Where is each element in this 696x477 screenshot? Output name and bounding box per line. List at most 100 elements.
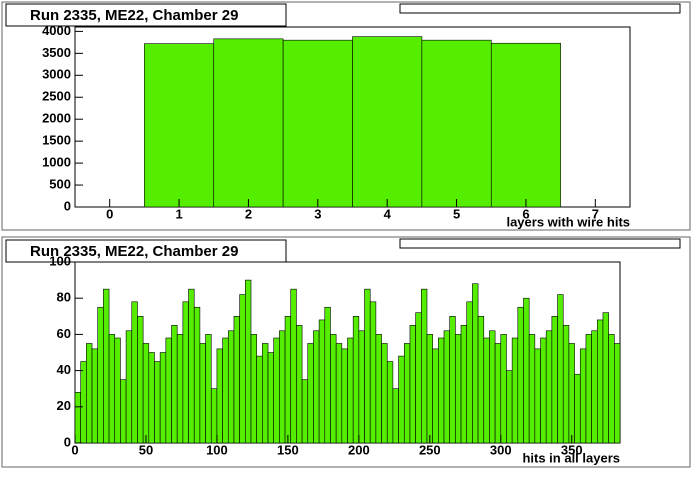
bar bbox=[125, 330, 133, 444]
bar bbox=[227, 330, 235, 444]
bar bbox=[466, 301, 473, 444]
bar bbox=[511, 337, 519, 444]
bar bbox=[364, 288, 371, 444]
bar bbox=[443, 330, 450, 444]
bar bbox=[557, 294, 564, 444]
x-axis-label: layers with wire hits bbox=[506, 214, 630, 229]
chart-title: Run 2335, ME22, Chamber 29 bbox=[30, 7, 238, 24]
bar bbox=[568, 343, 575, 444]
y-tick-label: 4000 bbox=[42, 23, 71, 38]
y-tick-label: 1500 bbox=[42, 133, 71, 148]
bar bbox=[545, 330, 553, 444]
bar bbox=[352, 315, 360, 444]
y-tick-label: 60 bbox=[57, 326, 71, 341]
bar bbox=[596, 319, 604, 444]
bar bbox=[432, 348, 439, 444]
bar bbox=[602, 312, 609, 444]
y-tick-label: 2000 bbox=[42, 111, 71, 126]
bar bbox=[176, 334, 184, 444]
bar bbox=[614, 343, 621, 444]
y-tick-label: 500 bbox=[49, 176, 71, 191]
bar bbox=[426, 334, 433, 444]
y-tick-label: 20 bbox=[57, 398, 71, 413]
bar bbox=[591, 330, 598, 444]
bar bbox=[483, 337, 490, 444]
bar bbox=[313, 330, 320, 444]
bar bbox=[159, 352, 167, 444]
bar bbox=[506, 370, 513, 444]
bar bbox=[562, 325, 570, 444]
bar bbox=[608, 334, 615, 444]
x-tick-label: 6 bbox=[522, 206, 529, 221]
bar bbox=[245, 279, 252, 444]
y-tick-label: 40 bbox=[57, 362, 71, 377]
bar bbox=[154, 361, 161, 444]
x-tick-label: 2 bbox=[245, 206, 252, 221]
bar bbox=[517, 306, 524, 444]
bar bbox=[282, 39, 353, 208]
bar bbox=[108, 334, 116, 444]
bar bbox=[375, 334, 382, 444]
bar bbox=[131, 301, 138, 444]
title-box bbox=[5, 239, 287, 263]
bar bbox=[262, 343, 269, 444]
bar bbox=[421, 39, 492, 208]
bar bbox=[80, 361, 87, 444]
y-tick-label: 100 bbox=[49, 253, 71, 268]
bar bbox=[171, 325, 178, 444]
y-tick-label: 2500 bbox=[42, 89, 71, 104]
chart-title: Run 2335, ME22, Chamber 29 bbox=[30, 243, 238, 260]
bar bbox=[455, 334, 462, 444]
bar bbox=[392, 388, 399, 444]
bar bbox=[307, 343, 314, 444]
bar bbox=[114, 337, 121, 444]
bar bbox=[335, 343, 343, 444]
x-tick-label: 100 bbox=[206, 442, 228, 457]
bar bbox=[86, 343, 93, 444]
x-tick-label: 3 bbox=[314, 206, 321, 221]
bar bbox=[500, 334, 507, 444]
bar bbox=[103, 288, 110, 444]
y-tick-label: 3500 bbox=[42, 45, 71, 60]
bar bbox=[574, 373, 581, 444]
bar bbox=[490, 42, 561, 208]
bar bbox=[477, 315, 485, 444]
bar bbox=[460, 325, 468, 444]
bar bbox=[347, 337, 354, 444]
x-tick-label: 300 bbox=[490, 442, 512, 457]
title-box bbox=[5, 3, 287, 27]
y-tick-label: 1000 bbox=[42, 155, 71, 170]
bar bbox=[369, 301, 377, 444]
bar bbox=[296, 325, 303, 444]
bar bbox=[528, 334, 536, 444]
bar bbox=[579, 348, 587, 444]
bar bbox=[403, 343, 411, 444]
bar bbox=[381, 343, 388, 444]
y-tick-label: 0 bbox=[64, 434, 71, 449]
x-tick-label: 0 bbox=[71, 442, 78, 457]
x-tick-label: 5 bbox=[453, 206, 460, 221]
bar bbox=[449, 315, 456, 444]
bar bbox=[142, 343, 150, 444]
bar bbox=[256, 355, 263, 444]
bar bbox=[74, 392, 81, 444]
bar bbox=[205, 334, 212, 444]
bar bbox=[120, 379, 127, 444]
bar bbox=[523, 297, 530, 444]
y-tick-label: 0 bbox=[64, 198, 71, 213]
bar bbox=[489, 330, 496, 444]
bar bbox=[494, 343, 502, 444]
bar bbox=[386, 361, 394, 444]
bar bbox=[137, 315, 144, 444]
bar bbox=[165, 337, 172, 444]
bar bbox=[534, 348, 541, 444]
bar bbox=[585, 334, 592, 444]
bar bbox=[199, 343, 206, 444]
bar bbox=[279, 330, 286, 444]
bar bbox=[318, 319, 326, 444]
bar bbox=[284, 315, 292, 444]
bar bbox=[540, 337, 547, 444]
bar bbox=[352, 36, 423, 208]
x-tick-label: 50 bbox=[139, 442, 153, 457]
